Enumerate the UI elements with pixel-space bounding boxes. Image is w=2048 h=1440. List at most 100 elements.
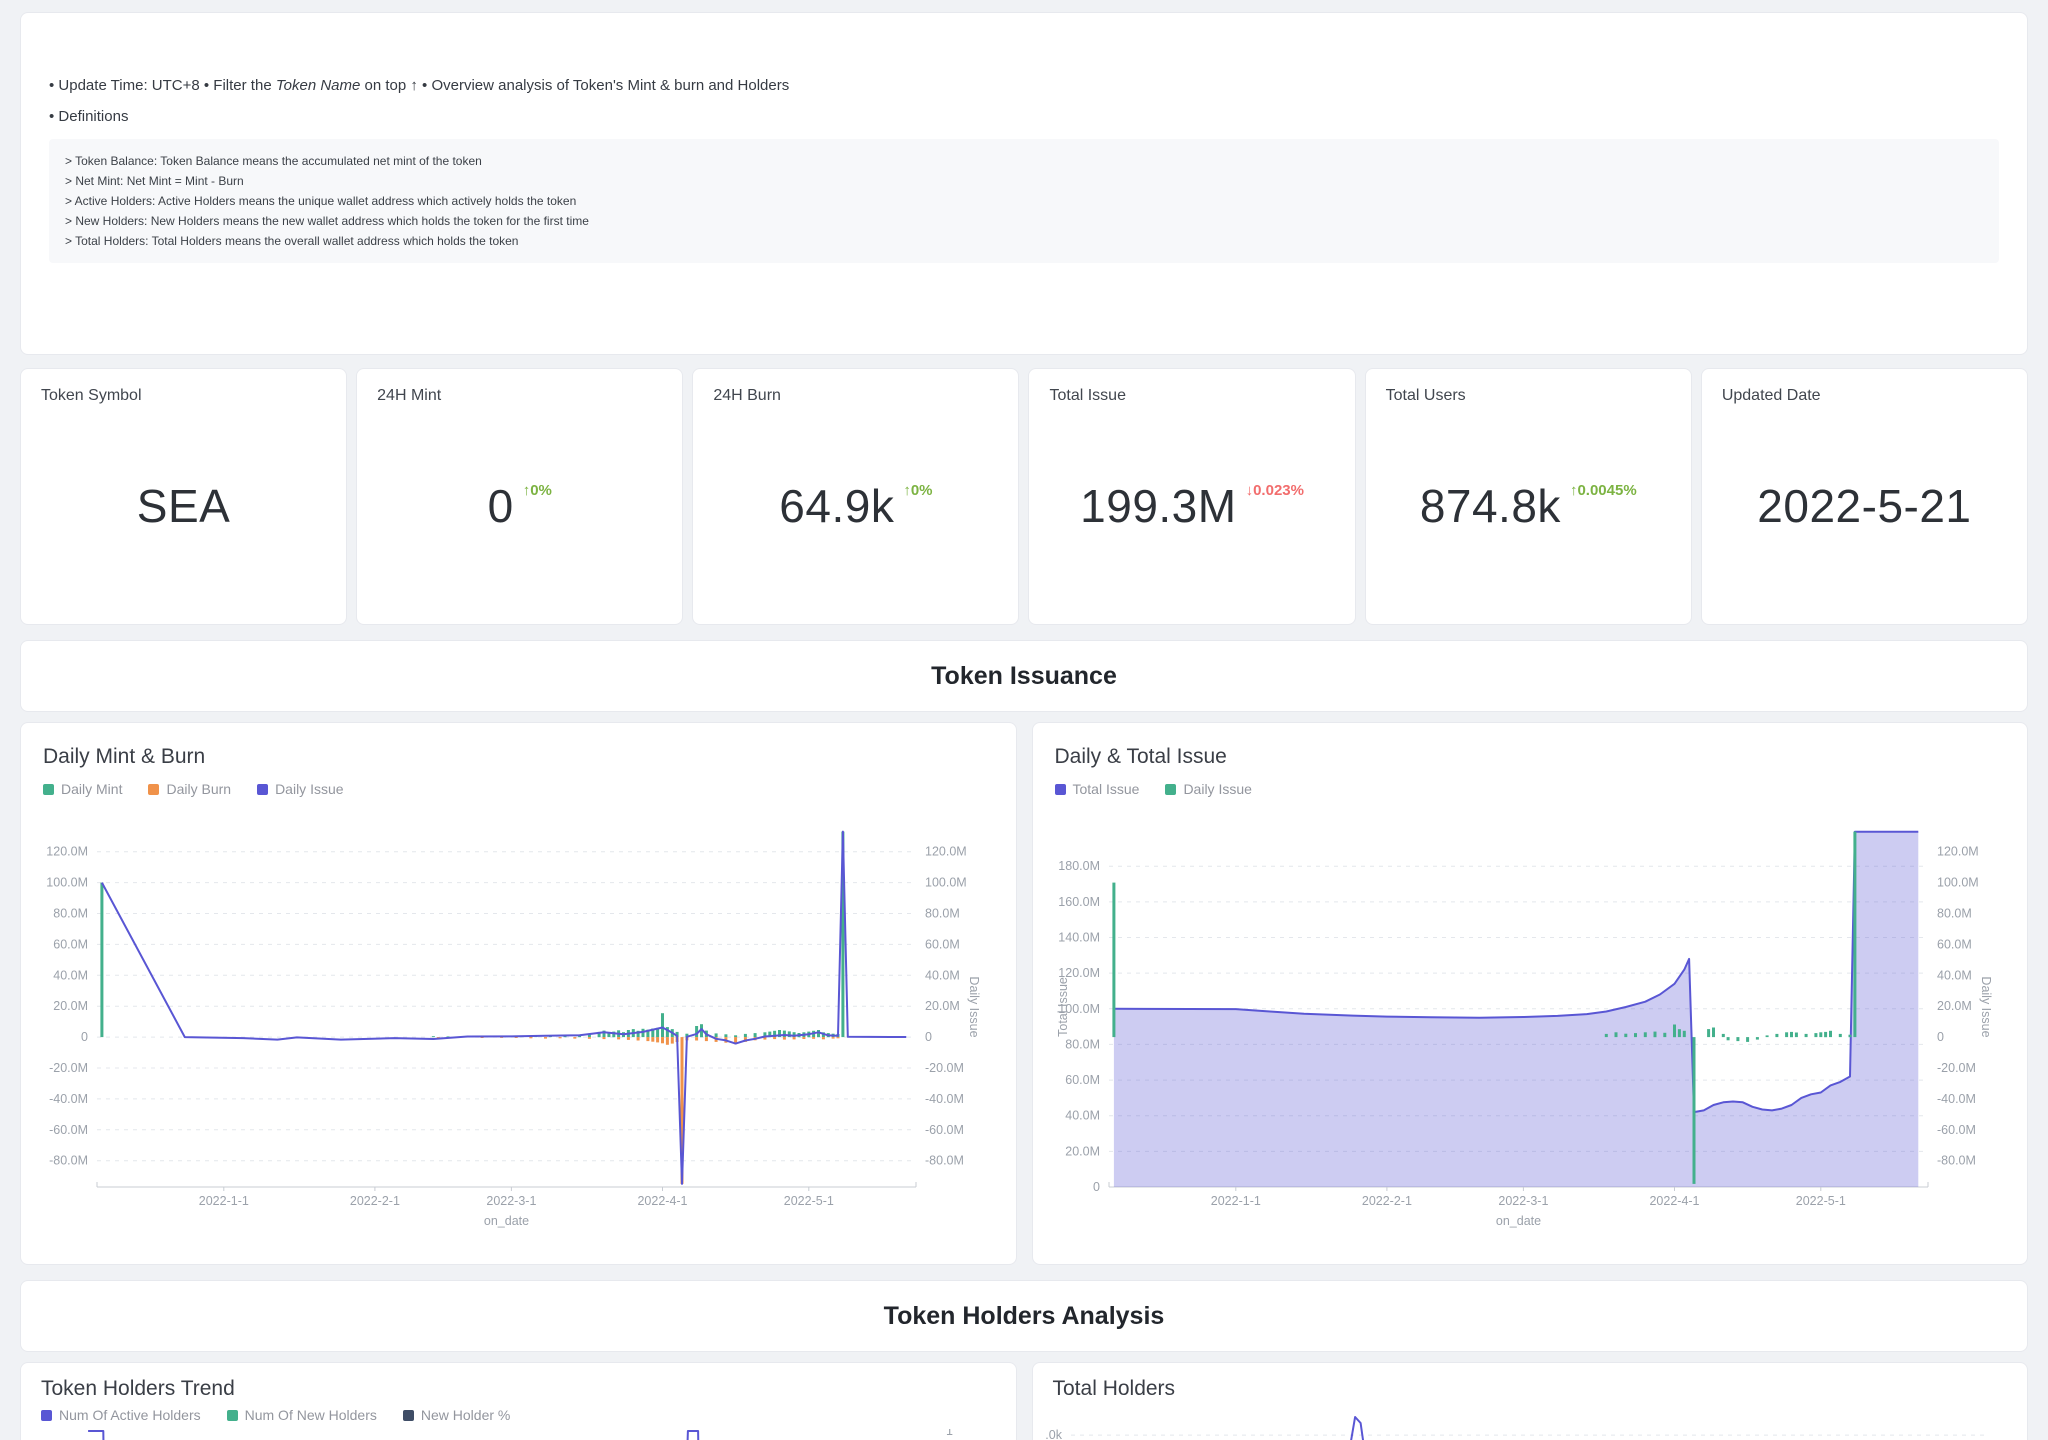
svg-text:Daily Issue: Daily Issue (967, 976, 981, 1037)
kpi-card-24h-burn[interactable]: 24H Burn 64.9k↑0% (692, 368, 1019, 625)
kpi-delta: ↑0.0045% (1570, 482, 1637, 499)
svg-text:-20.0M: -20.0M (1937, 1061, 1976, 1075)
legend-swatch (148, 784, 159, 795)
legend-swatch (403, 1410, 414, 1421)
svg-text:2022-3-1: 2022-3-1 (1498, 1194, 1548, 1208)
legend-label: Total Issue (1073, 781, 1140, 797)
definition-line: > New Holders: New Holders means the new… (65, 211, 1983, 231)
kpi-label: Updated Date (1722, 387, 2007, 405)
svg-text:20.0M: 20.0M (53, 999, 88, 1013)
svg-text:80.0M: 80.0M (53, 907, 88, 921)
definition-line: > Total Holders: Total Holders means the… (65, 231, 1983, 251)
svg-text:120.0M: 120.0M (1937, 845, 1979, 859)
kpi-card-token-symbol[interactable]: Token Symbol SEA (20, 368, 347, 625)
kpi-card-updated-date[interactable]: Updated Date 2022-5-21 (1701, 368, 2028, 625)
svg-text:1: 1 (946, 1429, 953, 1438)
svg-text:60.0M: 60.0M (925, 937, 960, 951)
daily-mint-burn-chart[interactable]: 120.0M100.0M80.0M60.0M40.0M20.0M0-20.0M-… (35, 805, 1003, 1230)
chart-card-daily-total-issue: Daily & Total Issue Total Issue Daily Is… (1032, 722, 2029, 1265)
svg-text:20.0M: 20.0M (1065, 1144, 1100, 1158)
svg-text:on_date: on_date (1495, 1214, 1540, 1228)
holders-charts-row: Token Holders Trend Num Of Active Holder… (20, 1362, 2028, 1440)
kpi-delta: ↓0.023% (1246, 482, 1304, 499)
legend-item-daily-issue[interactable]: Daily Issue (257, 781, 343, 797)
svg-text:2022-1-1: 2022-1-1 (199, 1194, 249, 1208)
svg-text:60.0k: 60.0k (1045, 1428, 1063, 1440)
svg-text:80.0M: 80.0M (1937, 907, 1972, 921)
legend-label: Num Of Active Holders (59, 1407, 201, 1423)
svg-text:-20.0M: -20.0M (49, 1061, 88, 1075)
svg-text:2022-1-1: 2022-1-1 (1210, 1194, 1260, 1208)
definitions-box: > Token Balance: Token Balance means the… (49, 139, 1999, 263)
svg-text:-60.0M: -60.0M (49, 1123, 88, 1137)
svg-text:20.0M: 20.0M (1937, 999, 1972, 1013)
kpi-label: 24H Mint (377, 387, 662, 405)
section-header-token-holders: Token Holders Analysis (20, 1280, 2028, 1352)
svg-text:100.0M: 100.0M (925, 876, 967, 890)
svg-text:-80.0M: -80.0M (925, 1154, 964, 1168)
svg-text:-40.0M: -40.0M (1937, 1092, 1976, 1106)
svg-text:40.0M: 40.0M (53, 968, 88, 982)
svg-text:120.0M: 120.0M (925, 845, 967, 859)
svg-text:20.0M: 20.0M (925, 999, 960, 1013)
info-card: • Update Time: UTC+8 • Filter the Token … (20, 12, 2028, 355)
legend-item-daily-mint[interactable]: Daily Mint (43, 781, 122, 797)
chart-title: Daily & Total Issue (1047, 745, 2014, 769)
legend-label: New Holder % (421, 1407, 510, 1423)
legend-item-total-issue[interactable]: Total Issue (1055, 781, 1140, 797)
chart-card-token-holders-trend: Token Holders Trend Num Of Active Holder… (20, 1362, 1017, 1440)
definition-line: > Token Balance: Token Balance means the… (65, 151, 1983, 171)
kpi-delta: ↑0% (523, 482, 552, 499)
kpi-label: Token Symbol (41, 387, 326, 405)
kpi-value: 2022-5-21 (1757, 479, 1971, 533)
legend-swatch (1055, 784, 1066, 795)
svg-text:-80.0M: -80.0M (49, 1154, 88, 1168)
chart-card-total-holders: Total Holders 60.0k50.0k40.0k30.0k20.0k1… (1032, 1362, 2029, 1440)
svg-text:2022-5-1: 2022-5-1 (784, 1194, 834, 1208)
total-holders-chart[interactable]: 60.0k50.0k40.0k30.0k20.0k10.0k02022-1-12… (1045, 1415, 2013, 1440)
daily-total-issue-chart[interactable]: 180.0M160.0M140.0M120.0M100.0M80.0M60.0M… (1047, 805, 2015, 1230)
kpi-card-total-users[interactable]: Total Users 874.8k↑0.0045% (1365, 368, 1692, 625)
svg-text:60.0M: 60.0M (1937, 937, 1972, 951)
kpi-delta: ↑0% (903, 482, 932, 499)
svg-text:-60.0M: -60.0M (925, 1123, 964, 1137)
definition-line: > Net Mint: Net Mint = Mint - Burn (65, 171, 1983, 191)
legend-item-daily-burn[interactable]: Daily Burn (148, 781, 231, 797)
kpi-label: Total Users (1386, 387, 1671, 405)
svg-text:on_date: on_date (484, 1214, 529, 1228)
svg-text:80.0M: 80.0M (1065, 1037, 1100, 1051)
legend-label: Daily Issue (275, 781, 343, 797)
svg-text:-20.0M: -20.0M (925, 1061, 964, 1075)
legend-item-new-holder-pct[interactable]: New Holder % (403, 1407, 510, 1423)
legend-swatch (257, 784, 268, 795)
svg-text:100.0M: 100.0M (46, 876, 88, 890)
legend-swatch (41, 1410, 52, 1421)
legend-label: Daily Burn (166, 781, 231, 797)
chart-title: Token Holders Trend (33, 1377, 1004, 1401)
kpi-row: Token Symbol SEA 24H Mint 0 ↑0% 24H Burn … (20, 368, 2028, 625)
kpi-card-24h-mint[interactable]: 24H Mint 0 ↑0% (356, 368, 683, 625)
legend-label: Num Of New Holders (245, 1407, 377, 1423)
svg-text:0: 0 (1937, 1030, 1944, 1044)
svg-text:160.0M: 160.0M (1058, 895, 1100, 909)
legend: Total Issue Daily Issue (1047, 781, 2014, 797)
legend-item-active-holders[interactable]: Num Of Active Holders (41, 1407, 201, 1423)
token-holders-trend-chart[interactable]: 48.0k40.0k32.0k24.0k16.0k8.0k0102022-1-1… (33, 1429, 1001, 1440)
legend-swatch (1165, 784, 1176, 795)
kpi-card-total-issue[interactable]: Total Issue 199.3M↓0.023% (1028, 368, 1355, 625)
svg-text:-60.0M: -60.0M (1937, 1123, 1976, 1137)
svg-text:2022-2-1: 2022-2-1 (350, 1194, 400, 1208)
svg-text:40.0M: 40.0M (925, 968, 960, 982)
kpi-label: Total Issue (1049, 387, 1334, 405)
legend-item-new-holders[interactable]: Num Of New Holders (227, 1407, 377, 1423)
svg-text:Total Issue: Total Issue (1056, 977, 1070, 1037)
chart-card-daily-mint-burn: Daily Mint & Burn Daily Mint Daily Burn … (20, 722, 1017, 1265)
legend-swatch (227, 1410, 238, 1421)
svg-text:-80.0M: -80.0M (1937, 1154, 1976, 1168)
legend-item-daily-issue[interactable]: Daily Issue (1165, 781, 1251, 797)
kpi-value: 0 (488, 479, 514, 533)
svg-text:120.0M: 120.0M (46, 845, 88, 859)
legend-label: Daily Mint (61, 781, 122, 797)
svg-text:2022-4-1: 2022-4-1 (637, 1194, 687, 1208)
svg-text:60.0M: 60.0M (1065, 1073, 1100, 1087)
